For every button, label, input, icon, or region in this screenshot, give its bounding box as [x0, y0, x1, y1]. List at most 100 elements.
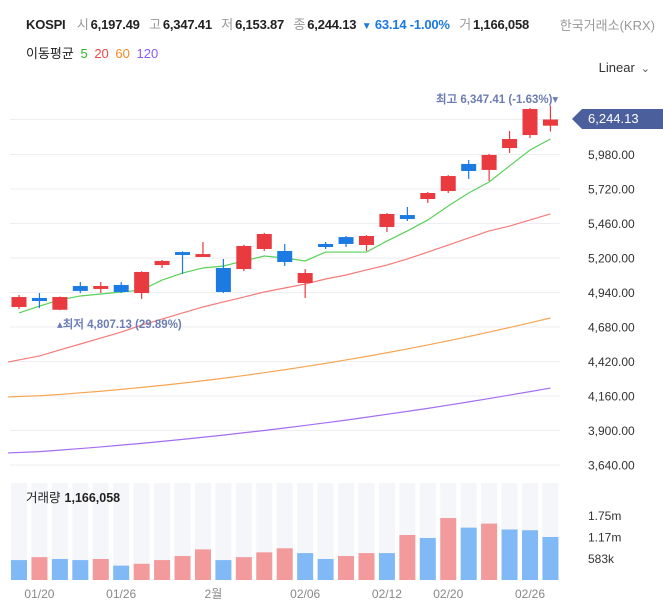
data-source: 한국거래소(KRX)	[559, 18, 655, 33]
volume-bar	[481, 523, 498, 580]
candle-body	[154, 260, 170, 266]
date-tick-label: 02/12	[372, 587, 402, 601]
candle-body	[11, 297, 27, 307]
candle-body	[277, 250, 293, 263]
volume-column-bg	[174, 483, 191, 580]
low-label: 저	[221, 17, 234, 32]
volume-column-bg	[235, 483, 252, 580]
volume-column-bg	[92, 483, 109, 580]
candle-body	[72, 286, 88, 291]
high-annotation: 최고 6,347.41 (-1.63%)▾	[436, 94, 559, 106]
ma120-line	[7, 387, 551, 454]
candle-body	[175, 252, 191, 255]
volume-bar	[92, 558, 109, 580]
volume-column-bg	[133, 483, 150, 580]
price-tick-label: 4,160.00	[588, 390, 635, 404]
candle-body	[31, 297, 47, 302]
volume-title-label: 거래량	[26, 491, 61, 505]
symbol: KOSPI	[26, 17, 66, 32]
volume-column-bg	[51, 483, 68, 580]
volume-bar	[256, 552, 273, 580]
volume-bar	[72, 560, 89, 580]
volume-column-bg	[317, 483, 334, 580]
date-tick-label: 02/26	[515, 587, 545, 601]
current-price: 6,244.13	[588, 111, 639, 126]
volume-column-bg	[215, 483, 232, 580]
candle-body	[542, 119, 558, 126]
date-tick-label: 01/20	[24, 587, 54, 601]
candle-body	[399, 215, 415, 220]
volume-bar	[194, 549, 211, 580]
change-value: ▼ 63.14 -1.00%	[362, 17, 450, 32]
ma-60[interactable]: 60	[115, 46, 130, 61]
volume-bar	[419, 537, 436, 580]
volume-column-bg	[338, 483, 355, 580]
volume-bar	[113, 565, 130, 580]
volume-bar	[215, 560, 232, 580]
ma-20[interactable]: 20	[94, 46, 109, 61]
low-annotation: ▴최저 4,807.13 (29.89%)	[57, 319, 182, 331]
candle-body	[52, 297, 68, 310]
quote-header: KOSPI 시 6,197.49 고 6,347.41 저 6,153.87 종 6,2…	[26, 14, 535, 33]
volume-bar	[154, 560, 171, 580]
change-percent: -1.00%	[409, 17, 450, 32]
volume-column-bg	[113, 483, 130, 580]
price-tick-label: 3,640.00	[588, 459, 635, 473]
volume-label: 거	[459, 17, 471, 32]
volume-bar	[11, 560, 27, 580]
candle-body	[256, 234, 272, 250]
scale-select[interactable]: Linear ⌄	[599, 60, 650, 75]
candle-body	[318, 243, 334, 248]
candle-body	[481, 154, 497, 170]
volume-title: 거래량 1,166,058	[26, 487, 120, 506]
volume-bar	[501, 529, 518, 580]
candle-body	[134, 271, 150, 294]
ma-120[interactable]: 120	[136, 46, 159, 61]
chevron-down-icon: ⌄	[640, 63, 650, 75]
volume-bar	[460, 527, 477, 580]
volume-tick-label: 583k	[588, 552, 615, 566]
volume-bar	[31, 557, 48, 580]
volume-bar	[174, 556, 191, 580]
volume-title-value: 1,166,058	[64, 491, 121, 505]
moving-average-legend: 이동평균 5 20 60 120	[26, 43, 161, 62]
volume-bar	[338, 556, 355, 580]
high-label: 고	[149, 17, 161, 32]
open-value: 6,197.49	[90, 17, 140, 32]
candle-body	[236, 245, 252, 270]
candle-body	[195, 254, 211, 257]
scale-value: Linear	[598, 60, 635, 75]
price-tick-label: 5,200.00	[588, 252, 635, 266]
tag-shape	[572, 109, 663, 129]
volume-bar	[522, 530, 538, 580]
volume-column-bg	[31, 483, 48, 580]
volume-bar	[399, 535, 416, 580]
date-tick-label: 2월	[205, 587, 223, 601]
close-value: 6,244.13	[307, 17, 357, 32]
date-tick-label: 01/26	[106, 587, 136, 601]
volume-bar	[297, 553, 314, 580]
candle-body	[461, 163, 477, 171]
volume-bar	[317, 558, 334, 580]
price-tick-label: 4,940.00	[588, 286, 635, 300]
ma-5[interactable]: 5	[80, 46, 88, 61]
date-tick-label: 02/20	[433, 587, 463, 601]
open-label: 시	[76, 17, 89, 32]
volume-bar	[276, 548, 293, 580]
volume-bar	[51, 558, 68, 580]
ma60-line	[7, 317, 551, 398]
volume-bar	[235, 557, 252, 580]
volume-bar	[542, 536, 559, 580]
candle-body	[440, 176, 456, 192]
price-tick-label: 3,900.00	[588, 424, 635, 438]
candle-body	[358, 236, 374, 246]
current-price-tag: 6,244.13	[572, 109, 663, 129]
candle-body	[338, 237, 354, 244]
ma20-line	[7, 213, 551, 363]
low-value: 6,153.87	[235, 17, 285, 32]
price-tick-label: 5,460.00	[588, 217, 635, 231]
volume-bar	[440, 518, 457, 580]
candle-body	[420, 193, 436, 199]
price-tick-label: 4,680.00	[588, 321, 635, 335]
